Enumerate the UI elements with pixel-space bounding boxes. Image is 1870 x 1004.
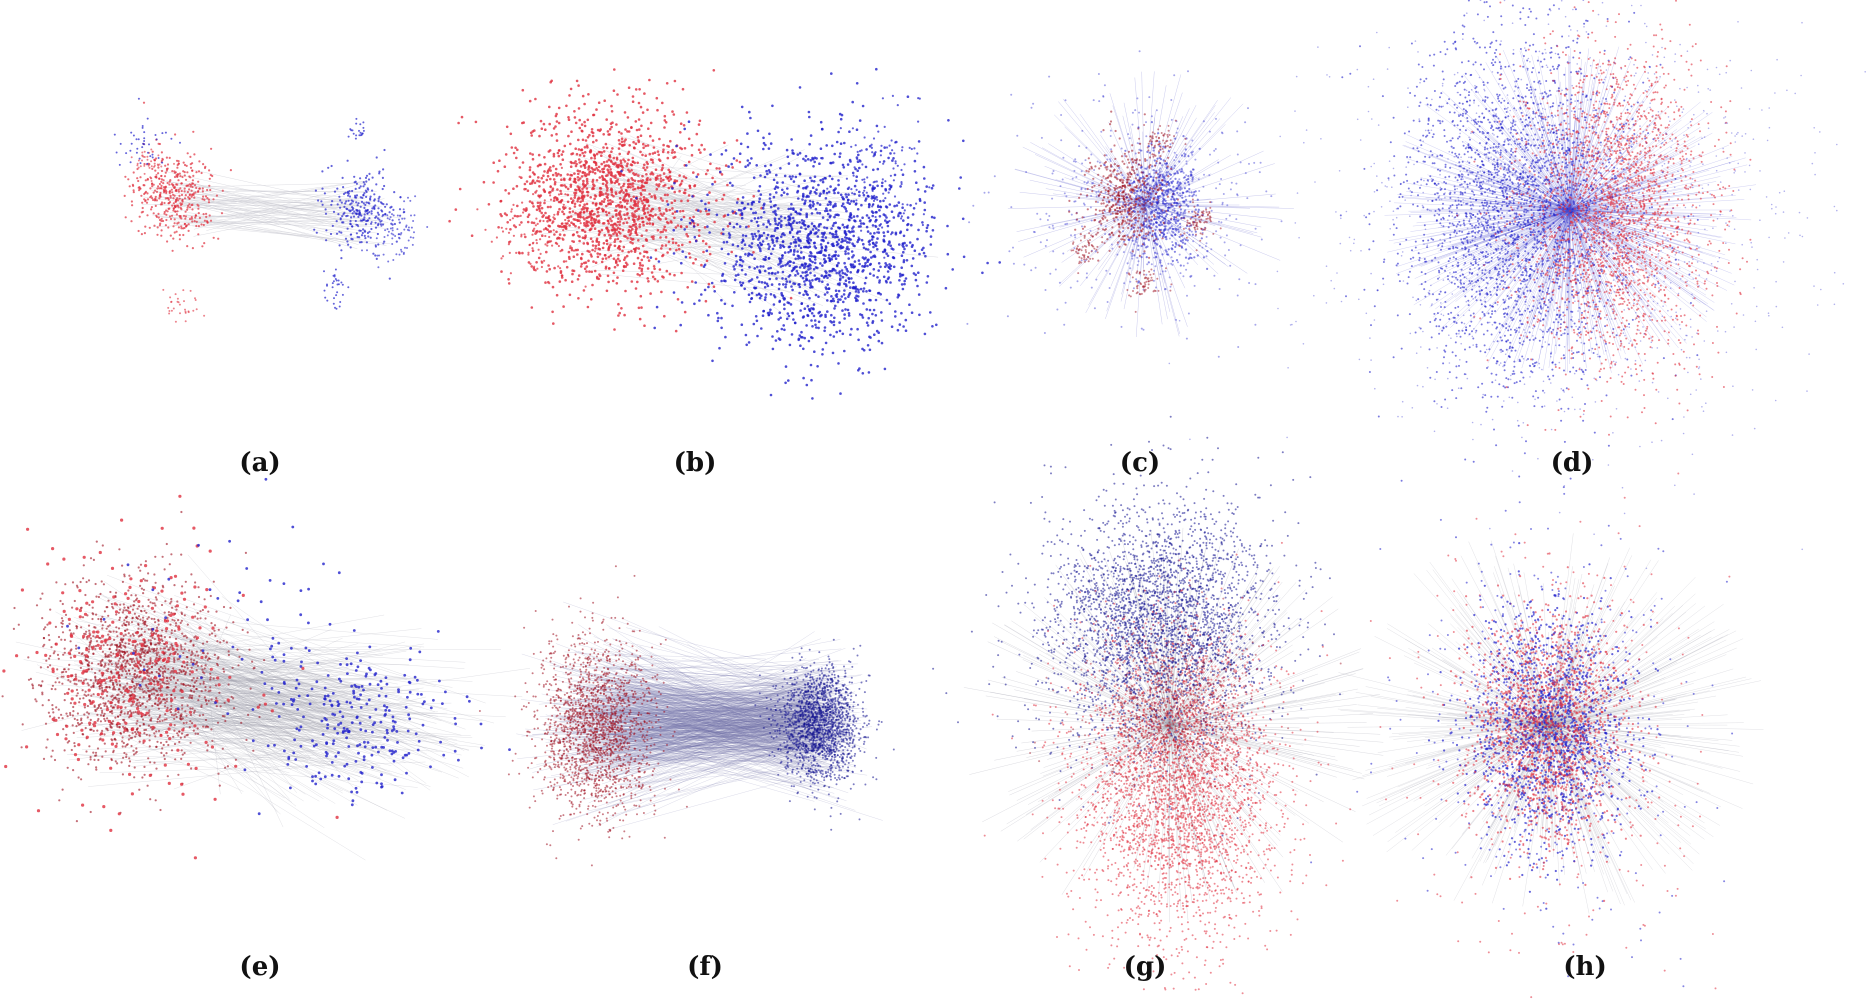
node-cluster <box>820 94 931 259</box>
node-cluster <box>1111 121 1209 291</box>
node-cluster <box>1070 232 1106 275</box>
node-cluster <box>1339 0 1699 539</box>
network-graph-c <box>966 50 1294 358</box>
node-cluster <box>620 67 1001 400</box>
network-graph-d <box>1161 0 1866 570</box>
panel-d <box>1161 0 1866 570</box>
caption-g: (g) <box>1105 952 1185 982</box>
node-cluster <box>2 494 339 860</box>
node-cluster <box>932 415 1341 837</box>
panel-h <box>1310 452 1764 999</box>
caption-e: (e) <box>220 952 300 982</box>
node-cluster <box>478 565 688 867</box>
node-cluster <box>1422 552 1661 902</box>
caption-h: (h) <box>1545 952 1625 982</box>
node-cluster <box>323 268 350 310</box>
node-cluster <box>347 117 365 140</box>
node-cluster <box>243 630 511 816</box>
node-cluster <box>66 477 360 724</box>
network-graph-a <box>113 97 429 323</box>
node-cluster <box>966 50 1283 358</box>
node-cluster <box>1068 110 1186 275</box>
caption-c: (c) <box>1100 448 1180 478</box>
edge-bundle <box>15 554 531 861</box>
node-cluster <box>1326 472 1731 999</box>
node-cluster <box>313 148 406 280</box>
node-cluster <box>130 148 175 182</box>
node-cluster <box>1029 581 1342 855</box>
caption-d: (d) <box>1532 448 1612 478</box>
node-cluster <box>123 101 232 252</box>
panel-c <box>966 40 1294 360</box>
panel-a <box>60 5 460 350</box>
network-graph-b <box>448 67 1001 400</box>
network-graph-g <box>932 415 1399 995</box>
panel-f <box>478 565 895 880</box>
panel-e <box>1 477 531 945</box>
caption-a: (a) <box>220 448 300 478</box>
node-cluster <box>754 638 895 831</box>
node-cluster <box>113 97 181 166</box>
node-cluster <box>448 68 793 333</box>
caption-f: (f) <box>665 952 745 982</box>
node-cluster <box>1175 198 1222 252</box>
node-cluster <box>1138 119 1187 163</box>
node-cluster <box>983 541 1399 995</box>
node-cluster <box>350 195 429 269</box>
node-cluster <box>1126 267 1173 313</box>
network-graph-e <box>1 477 531 861</box>
node-cluster <box>1161 0 1866 570</box>
caption-b: (b) <box>655 448 735 478</box>
node-cluster <box>162 288 206 323</box>
panel-b <box>448 0 1001 400</box>
network-graph-f <box>478 565 895 867</box>
edge-bundle <box>1337 533 1764 914</box>
panel-g <box>932 415 1399 995</box>
node-cluster <box>1456 0 1752 436</box>
network-graph-h <box>1310 452 1764 999</box>
node-cluster <box>476 160 601 288</box>
